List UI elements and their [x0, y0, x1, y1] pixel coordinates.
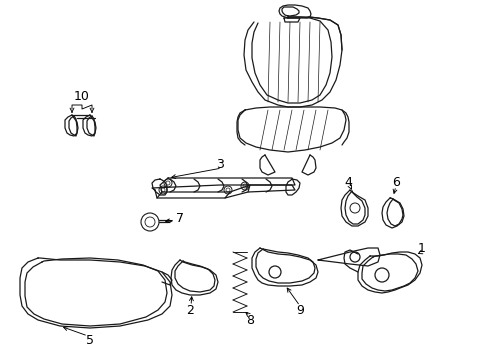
Text: 7: 7 [176, 211, 183, 225]
Text: 10: 10 [74, 90, 90, 103]
Text: 5: 5 [86, 333, 94, 346]
Text: 8: 8 [245, 314, 253, 327]
Text: 1: 1 [417, 242, 425, 255]
Text: 2: 2 [185, 303, 194, 316]
Text: 4: 4 [344, 175, 351, 189]
Text: 3: 3 [216, 158, 224, 171]
Text: 9: 9 [295, 303, 304, 316]
Text: 6: 6 [391, 175, 399, 189]
